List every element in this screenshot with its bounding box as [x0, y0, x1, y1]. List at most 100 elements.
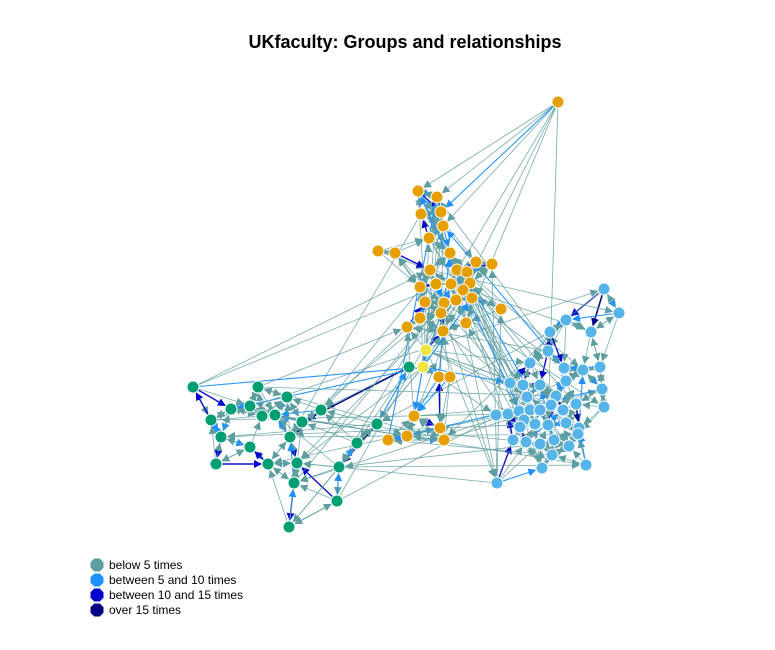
faculty-node	[559, 416, 573, 430]
faculty-node	[513, 420, 527, 434]
faculty-node	[388, 246, 402, 260]
faculty-node	[400, 320, 414, 334]
relationship-edge	[376, 372, 407, 425]
faculty-node	[612, 306, 626, 320]
legend-swatch	[90, 603, 104, 617]
relationship-edge	[425, 349, 558, 409]
relationship-edge	[473, 287, 557, 397]
faculty-node	[287, 476, 301, 490]
faculty-node	[422, 231, 436, 245]
faculty-node	[433, 421, 447, 435]
faculty-node	[569, 397, 583, 411]
legend-item: between 5 and 10 times	[90, 573, 236, 587]
faculty-node	[557, 361, 571, 375]
legend-swatch	[90, 558, 104, 572]
faculty-node	[407, 409, 421, 423]
faculty-node	[204, 413, 218, 427]
faculty-node	[535, 461, 549, 475]
faculty-node	[332, 460, 346, 474]
faculty-node	[579, 458, 593, 472]
node-layer	[186, 95, 626, 534]
faculty-node	[547, 433, 561, 447]
faculty-node	[314, 403, 328, 417]
faculty-node	[584, 325, 598, 339]
relationship-edge	[279, 418, 340, 468]
faculty-node	[330, 494, 344, 508]
faculty-node	[434, 306, 448, 320]
faculty-node	[411, 184, 425, 198]
relationship-edge	[307, 423, 358, 444]
faculty-node	[224, 402, 238, 416]
relationship-edge	[268, 469, 290, 528]
faculty-node	[456, 283, 470, 297]
faculty-node	[551, 95, 565, 109]
relationship-edge	[447, 101, 559, 222]
faculty-node	[519, 435, 533, 449]
faculty-node	[449, 293, 463, 307]
relationship-edge	[417, 190, 538, 439]
faculty-node	[423, 263, 437, 277]
relationship-edge	[496, 314, 505, 484]
faculty-node	[214, 430, 228, 444]
relationship-edge	[422, 217, 444, 368]
faculty-node	[559, 313, 573, 327]
legend-label: over 15 times	[109, 603, 181, 617]
relationship-edge	[441, 101, 559, 194]
relationship-edge	[210, 289, 599, 421]
relationship-edge	[192, 272, 425, 388]
faculty-node	[295, 415, 309, 429]
legend-label: below 5 times	[109, 558, 182, 572]
edge-layer	[192, 101, 620, 528]
relationship-edge	[571, 312, 620, 323]
faculty-node	[186, 380, 200, 394]
faculty-node	[593, 360, 607, 374]
faculty-node	[533, 378, 547, 392]
faculty-node	[437, 433, 451, 447]
relationship-edge	[293, 213, 422, 432]
faculty-node	[523, 356, 537, 370]
faculty-node	[543, 325, 557, 339]
relationship-edge	[412, 349, 427, 411]
faculty-node	[503, 376, 517, 390]
faculty-node	[209, 457, 223, 471]
relationship-edge	[496, 468, 537, 484]
faculty-node	[243, 440, 257, 454]
relationship-edge	[192, 364, 418, 388]
faculty-node	[283, 430, 297, 444]
chart-title: UKfaculty: Groups and relationships	[248, 32, 561, 52]
faculty-node	[416, 360, 430, 374]
faculty-node	[576, 363, 590, 377]
legend-swatch	[90, 573, 104, 587]
faculty-node	[443, 370, 457, 384]
legend-swatch	[90, 588, 104, 602]
relationship-edge	[467, 101, 559, 318]
faculty-node	[282, 520, 296, 534]
faculty-node	[413, 311, 427, 325]
faculty-node	[469, 255, 483, 269]
faculty-node	[533, 403, 547, 417]
faculty-node	[545, 448, 559, 462]
faculty-node	[414, 207, 428, 221]
faculty-node	[418, 295, 432, 309]
relationship-edge	[533, 319, 567, 359]
faculty-node	[556, 403, 570, 417]
faculty-node	[597, 400, 611, 414]
relationship-edge	[393, 437, 553, 456]
faculty-node	[430, 190, 444, 204]
relationship-edge	[417, 190, 429, 297]
faculty-node	[520, 390, 534, 404]
relationship-edge	[299, 484, 338, 502]
legend-item: over 15 times	[90, 603, 181, 617]
faculty-node	[562, 439, 576, 453]
faculty-node	[571, 427, 585, 441]
faculty-node	[459, 316, 473, 330]
relationship-edge	[293, 276, 464, 484]
relationship-edge	[428, 237, 533, 419]
relationship-edge	[301, 467, 338, 502]
faculty-node	[350, 436, 364, 450]
faculty-node	[595, 382, 609, 396]
faculty-node	[434, 205, 448, 219]
faculty-node	[429, 277, 443, 291]
legend-item: between 10 and 15 times	[90, 588, 243, 602]
